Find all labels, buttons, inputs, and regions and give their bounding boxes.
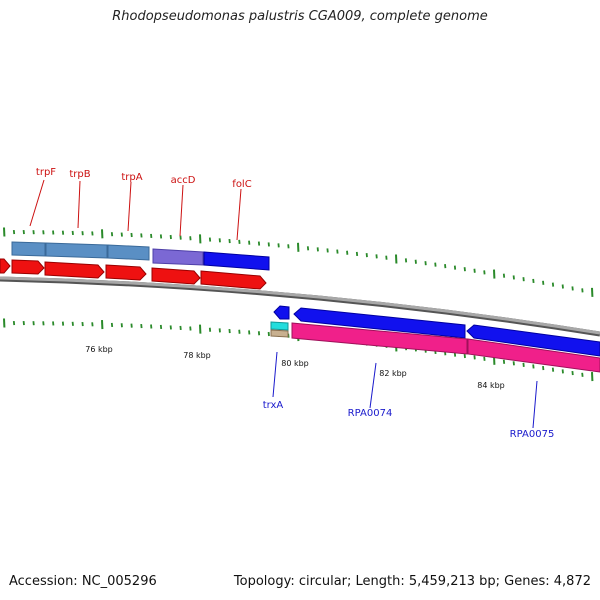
gene-label-trxA[interactable]: trxA	[263, 400, 284, 411]
cds-arrow[interactable]	[466, 324, 600, 357]
gene-label-trpA[interactable]: trpA	[121, 172, 142, 183]
forward-cds-track	[0, 258, 267, 290]
gene-label-RPA0074[interactable]: RPA0074	[348, 408, 393, 419]
cds-arrow[interactable]	[105, 264, 147, 281]
accession-label: Accession: NC_005296	[9, 574, 157, 589]
cds-arrow[interactable]	[44, 261, 105, 279]
gene-label-folC[interactable]: folC	[232, 179, 251, 190]
cds-arrow[interactable]	[273, 305, 290, 320]
gene-feature-trxA-tan[interactable]	[270, 329, 289, 338]
scale-label-78kbp: 78 kbp	[183, 351, 211, 360]
map-title: Rhodopseudomonas palustris CGA009, compl…	[112, 9, 488, 24]
outer-tick-ring	[3, 227, 594, 297]
forward-feature-track	[11, 241, 270, 271]
gene-label-accD[interactable]: accD	[171, 175, 196, 186]
gene-feature-RPA0075[interactable]	[467, 338, 600, 373]
gene-feature-trpB[interactable]	[45, 242, 108, 259]
cds-arrow[interactable]	[200, 270, 267, 290]
gene-feature-RPA0074[interactable]	[291, 322, 468, 355]
gene-label-trpB[interactable]: trpB	[69, 169, 90, 180]
cds-arrow[interactable]	[0, 258, 11, 274]
scale-label-80kbp: 80 kbp	[281, 359, 309, 368]
reverse-label-leaders	[272, 351, 538, 429]
gene-label-trpF[interactable]: trpF	[36, 167, 56, 178]
reverse-cds-track	[273, 305, 600, 357]
gene-feature-trxA-cyan[interactable]	[270, 321, 289, 331]
cds-arrow[interactable]	[151, 267, 201, 285]
cds-arrow[interactable]	[11, 259, 45, 275]
reverse-feature-track	[270, 321, 600, 373]
gene-feature-trpA[interactable]	[107, 244, 150, 261]
topology-summary: Topology: circular; Length: 5,459,213 bp…	[233, 574, 591, 589]
gene-feature-trpF[interactable]	[11, 241, 46, 257]
scale-label-84kbp: 84 kbp	[477, 381, 505, 390]
scale-label-82kbp: 82 kbp	[379, 369, 407, 378]
cds-arrow[interactable]	[293, 307, 466, 339]
scale-label-76kbp: 76 kbp	[85, 345, 113, 354]
forward-label-leaders	[29, 179, 242, 241]
gene-feature-accD[interactable]	[152, 248, 204, 266]
gene-feature-folC[interactable]	[203, 251, 270, 271]
gene-label-RPA0075[interactable]: RPA0075	[510, 429, 555, 440]
genome-backbone-highlight	[0, 276, 600, 335]
